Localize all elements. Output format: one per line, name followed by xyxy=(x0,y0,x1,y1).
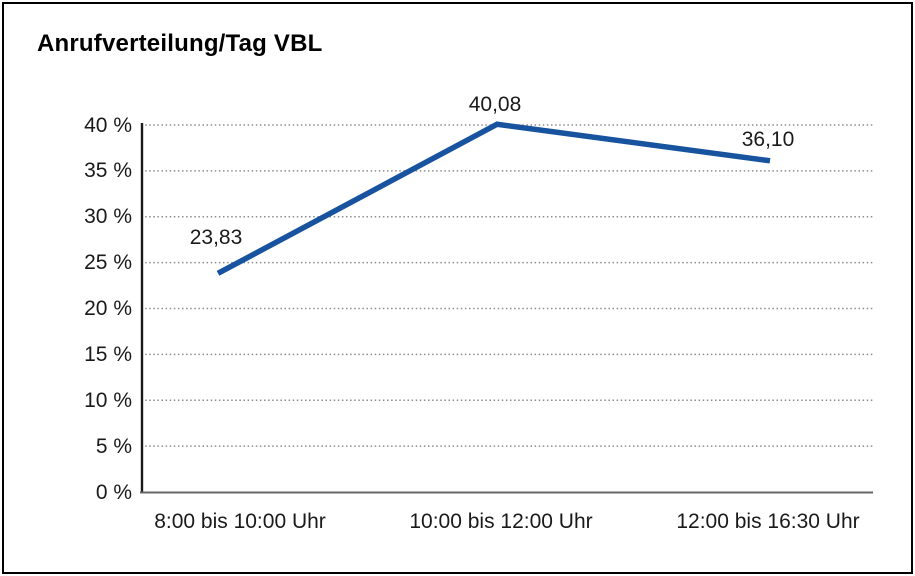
y-tick-label: 30 % xyxy=(84,205,132,228)
x-tick-label: 12:00 bis 16:30 Uhr xyxy=(676,510,860,533)
y-tick-label: 25 % xyxy=(84,251,132,274)
y-tick-label: 10 % xyxy=(84,389,132,412)
data-point-label: 23,83 xyxy=(189,226,243,249)
y-tick-label: 40 % xyxy=(84,114,132,137)
chart-title: Anrufverteilung/Tag VBL xyxy=(37,30,323,57)
data-point-label: 40,08 xyxy=(468,93,522,116)
y-tick-label: 20 % xyxy=(84,297,132,320)
y-tick-label: 15 % xyxy=(84,343,132,366)
y-tick-label: 0 % xyxy=(95,481,132,504)
x-tick-label: 10:00 bis 12:00 Uhr xyxy=(409,510,593,533)
series-line xyxy=(216,121,771,276)
y-tick-label: 5 % xyxy=(95,435,132,458)
x-tick-label: 8:00 bis 10:00 Uhr xyxy=(154,510,326,533)
data-point-label: 36,10 xyxy=(741,128,795,151)
y-tick-label: 35 % xyxy=(84,159,132,182)
